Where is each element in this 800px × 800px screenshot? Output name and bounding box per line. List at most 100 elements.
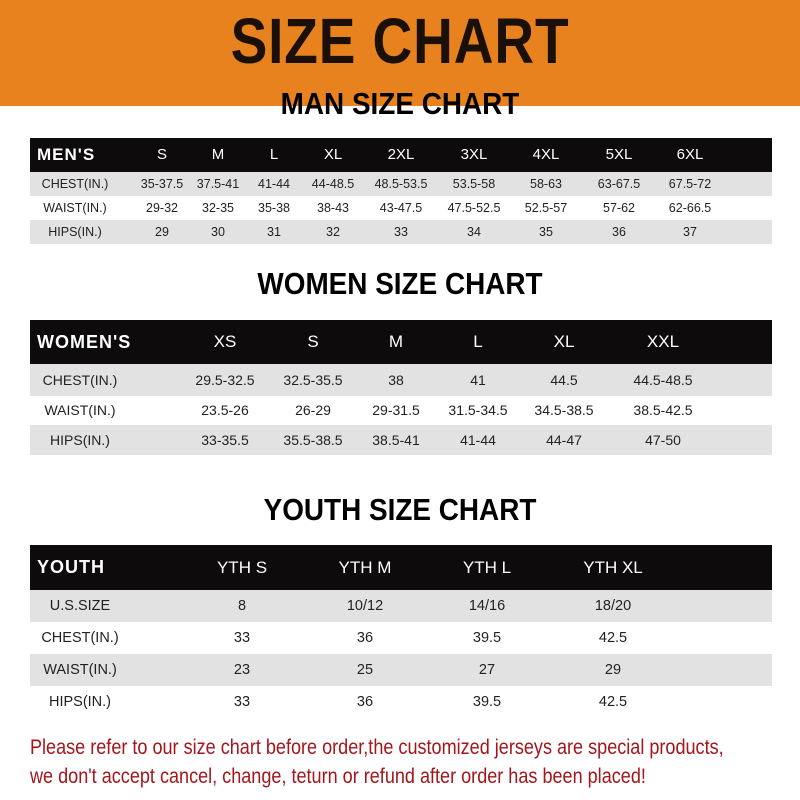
size-header-cell: XXL [646, 332, 680, 351]
measurement-value: 32.5-35.5 [283, 372, 343, 388]
size-header-cell: M [388, 332, 404, 351]
order-notice-line-1: Please refer to our size chart before or… [30, 736, 724, 759]
table-row: WAIST(IN.) 29-32 32-35 35-38 38-43 43-47.5 47.… [30, 196, 772, 220]
size-header-cell: 4XL [532, 146, 560, 163]
table-title-cell: YOUTH [37, 557, 105, 577]
measurement-value: 37 [683, 225, 697, 239]
size-header-cell: 5XL [605, 146, 633, 163]
measurement-value: 26-29 [295, 402, 331, 418]
size-header-cell: M [211, 146, 225, 163]
measurement-value: 44-47 [546, 432, 582, 448]
measurement-value: 38.5-41 [372, 432, 420, 448]
measurement-value: 29.5-32.5 [195, 372, 255, 388]
measurement-label: HIPS(IN.) [48, 694, 112, 710]
measurement-value: 39.5 [472, 694, 502, 710]
table-header-row: YOUTH YTH S YTH M YTH L YTH XL [30, 545, 772, 590]
order-notice-line-2: we don't accept cancel, change, teturn o… [30, 765, 646, 788]
measurement-value: 33 [233, 694, 251, 710]
size-header-cell: L [473, 332, 483, 351]
measurement-value: 35-37.5 [140, 177, 184, 191]
measurement-value: 44-48.5 [311, 177, 355, 191]
measurement-value: 48.5-53.5 [374, 177, 428, 191]
youth-section-title: YOUTH SIZE CHART [263, 492, 537, 527]
measurement-value: 62-66.5 [668, 201, 712, 215]
measurement-value: 33-35.5 [201, 432, 249, 448]
measurement-value: 32 [326, 225, 340, 239]
measurement-value: 30 [211, 225, 225, 239]
measurement-label: WAIST(IN.) [44, 402, 116, 418]
measurement-value: 38-43 [317, 201, 349, 215]
measurement-value: 31.5-34.5 [448, 402, 508, 418]
measurement-label: CHEST(IN.) [41, 630, 119, 646]
measurement-value: 41-44 [258, 177, 290, 191]
measurement-value: 36 [612, 225, 626, 239]
measurement-value: 18/20 [594, 598, 632, 614]
measurement-value: 41-44 [460, 432, 496, 448]
size-header-cell: 2XL [387, 146, 415, 163]
measurement-value: 29-31.5 [372, 402, 420, 418]
measurement-value: 57-62 [603, 201, 635, 215]
measurement-value: 33 [394, 225, 408, 239]
measurement-label: HIPS(IN.) [50, 432, 110, 448]
measurement-value: 34 [467, 225, 481, 239]
measurement-value: 53.5-58 [452, 177, 496, 191]
measurement-value: 67.5-72 [668, 177, 712, 191]
table-row: U.S.SIZE 8 10/12 14/16 18/20 [30, 590, 772, 622]
measurement-value: 31 [267, 225, 281, 239]
size-header-cell: XL [323, 146, 343, 163]
measurement-value: 35-38 [258, 201, 290, 215]
title-banner: SIZE CHART [0, 0, 800, 106]
size-header-cell: YTH XL [583, 558, 643, 577]
measurement-value: 29 [604, 662, 622, 678]
table-row: CHEST(IN.) 35-37.5 37.5-41 41-44 44-48.5 48.5… [30, 172, 772, 196]
measurement-value: 35.5-38.5 [283, 432, 343, 448]
table-row: CHEST(IN.) 33 36 39.5 42.5 [30, 622, 772, 654]
measurement-value: 44.5-48.5 [633, 372, 693, 388]
size-header-cell: XL [553, 332, 575, 351]
banner-title: SIZE CHART [230, 5, 570, 77]
measurement-value: 36 [356, 630, 374, 646]
measurement-value: 32-35 [202, 201, 234, 215]
size-header-cell: YTH S [216, 558, 268, 577]
measurement-value: 23 [233, 662, 251, 678]
measurement-value: 27 [478, 662, 496, 678]
measurement-value: 8 [237, 598, 247, 614]
size-header-cell: S [307, 332, 319, 351]
measurement-value: 47.5-52.5 [447, 201, 501, 215]
measurement-value: 23.5-26 [201, 402, 249, 418]
measurement-value: 63-67.5 [597, 177, 641, 191]
measurement-value: 52.5-57 [524, 201, 568, 215]
measurement-value: 36 [356, 694, 374, 710]
table-row: WAIST(IN.) 23 25 27 29 [30, 654, 772, 686]
measurement-value: 42.5 [598, 694, 628, 710]
table-row: HIPS(IN.) 33 36 39.5 42.5 [30, 686, 772, 718]
size-header-cell: L [269, 146, 279, 163]
measurement-value: 44.5 [550, 372, 578, 388]
order-notice: Please refer to our size chart before or… [30, 733, 724, 791]
measurement-value: 10/12 [346, 598, 384, 614]
table-header-row: MEN'S S M L XL 2XL 3XL 4XL 5XL 6XL [30, 138, 772, 172]
measurement-value: 58-63 [530, 177, 562, 191]
measurement-label: WAIST(IN.) [43, 201, 107, 215]
measurement-value: 25 [356, 662, 374, 678]
measurement-value: 29-32 [146, 201, 178, 215]
measurement-label: HIPS(IN.) [48, 225, 102, 239]
table-row: WAIST(IN.) 23.5-26 26-29 29-31.5 31.5-34.5 34… [30, 396, 772, 425]
measurement-value: 38 [388, 372, 404, 388]
measurement-value: 29 [155, 225, 169, 239]
measurement-value: 33 [233, 630, 251, 646]
table-header-row: WOMEN'S XS S M L XL XXL [30, 320, 772, 364]
measurement-label: CHEST(IN.) [42, 372, 118, 388]
measurement-value: 14/16 [468, 598, 506, 614]
size-header-cell: 3XL [460, 146, 488, 163]
measurement-value: 42.5 [598, 630, 628, 646]
measurement-value: 35 [539, 225, 553, 239]
measurement-value: 37.5-41 [196, 177, 240, 191]
measurement-value: 47-50 [645, 432, 681, 448]
men-section-title: MAN SIZE CHART [280, 86, 520, 121]
measurement-value: 38.5-42.5 [633, 402, 693, 418]
women-section-title: WOMEN SIZE CHART [257, 266, 543, 301]
measurement-value: 34.5-38.5 [534, 402, 594, 418]
table-row: HIPS(IN.) 33-35.5 35.5-38.5 38.5-41 41-44 44-… [30, 425, 772, 455]
